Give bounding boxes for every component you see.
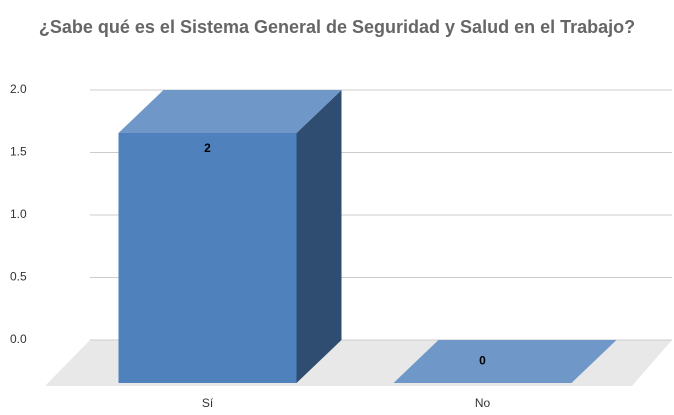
y-tick-label: 0.0 <box>10 332 27 346</box>
value-label: 2 <box>204 141 211 155</box>
value-label: 0 <box>479 354 486 368</box>
bar-front <box>118 133 297 383</box>
y-tick-label: 1.0 <box>10 207 27 221</box>
x-tick-label: Sí <box>202 396 214 410</box>
bar-top <box>118 90 342 133</box>
bar-top <box>393 340 617 383</box>
y-tick-label: 0.5 <box>10 270 27 284</box>
bar <box>393 340 617 383</box>
y-tick-label: 2.0 <box>10 82 27 96</box>
y-tick-label: 1.5 <box>10 145 27 159</box>
bar <box>118 90 342 383</box>
x-tick-label: No <box>475 396 491 410</box>
bar-side <box>296 90 342 383</box>
chart-title: ¿Sabe qué es el Sistema General de Segur… <box>38 17 636 37</box>
